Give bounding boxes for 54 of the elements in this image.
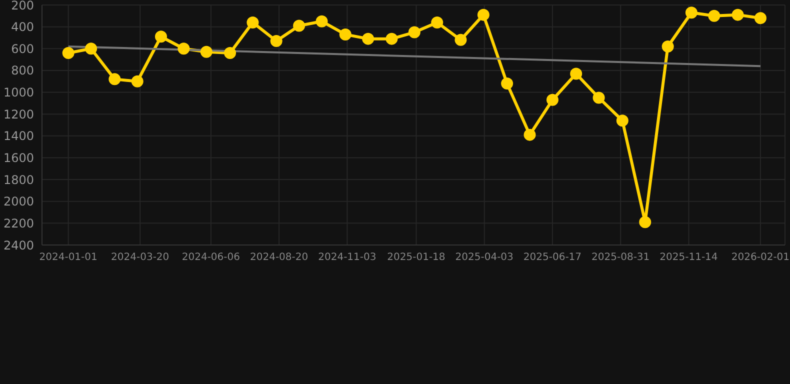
point [224, 47, 236, 59]
point [616, 114, 628, 127]
y-tick-label: 800 [11, 64, 34, 78]
x-tick-label: 2024-06-06 [182, 252, 240, 264]
y-tick-label: 2400 [3, 238, 34, 252]
point [592, 92, 605, 104]
y-tick-label: 2200 [3, 216, 34, 230]
point [62, 47, 74, 59]
y-tick-label: 1200 [3, 107, 34, 122]
point [570, 68, 582, 80]
point [154, 30, 167, 43]
point [293, 20, 306, 32]
y-tick-label: 1800 [3, 172, 34, 187]
point [270, 35, 282, 47]
x-tick-label: 2025-01-18 [387, 252, 446, 264]
point [524, 128, 536, 141]
point [108, 73, 121, 86]
point [131, 75, 144, 88]
y-tick-label: 200 [11, 0, 34, 12]
point [85, 42, 98, 55]
x-tick-label: 2025-06-17 [523, 252, 582, 264]
point [501, 78, 514, 90]
point [316, 15, 328, 28]
y-tick-label: 400 [11, 20, 34, 34]
y-tick-label: 2000 [3, 194, 34, 209]
point [362, 32, 374, 45]
point [754, 12, 766, 24]
point [685, 6, 698, 19]
point [454, 34, 467, 46]
y-tick-label: 1000 [3, 86, 34, 100]
x-tick-label: 2024-01-01 [39, 252, 98, 264]
point [546, 94, 558, 106]
y-tick-label: 600 [11, 42, 34, 56]
point [246, 16, 259, 28]
point [408, 26, 420, 38]
x-tick-label: 2025-11-14 [660, 252, 718, 264]
y-tick-label: 1600 [3, 150, 34, 165]
point [386, 32, 398, 45]
point [639, 216, 652, 228]
point [708, 10, 720, 22]
x-tick-label: 2024-11-03 [318, 252, 376, 264]
point [477, 8, 490, 21]
point [732, 8, 744, 21]
x-tick-label: 2025-08-31 [592, 252, 650, 264]
y-tick-label: 1400 [3, 129, 34, 144]
point [200, 46, 212, 58]
point [339, 28, 352, 40]
x-tick-label: 2024-08-20 [250, 252, 308, 264]
x-tick-label: 2024-03-20 [111, 252, 170, 264]
point [178, 42, 190, 55]
point [431, 16, 444, 28]
x-tick-label: 2025-04-03 [455, 252, 514, 264]
point [662, 40, 674, 52]
x-tick-label: 2026-02-01 [731, 252, 790, 264]
